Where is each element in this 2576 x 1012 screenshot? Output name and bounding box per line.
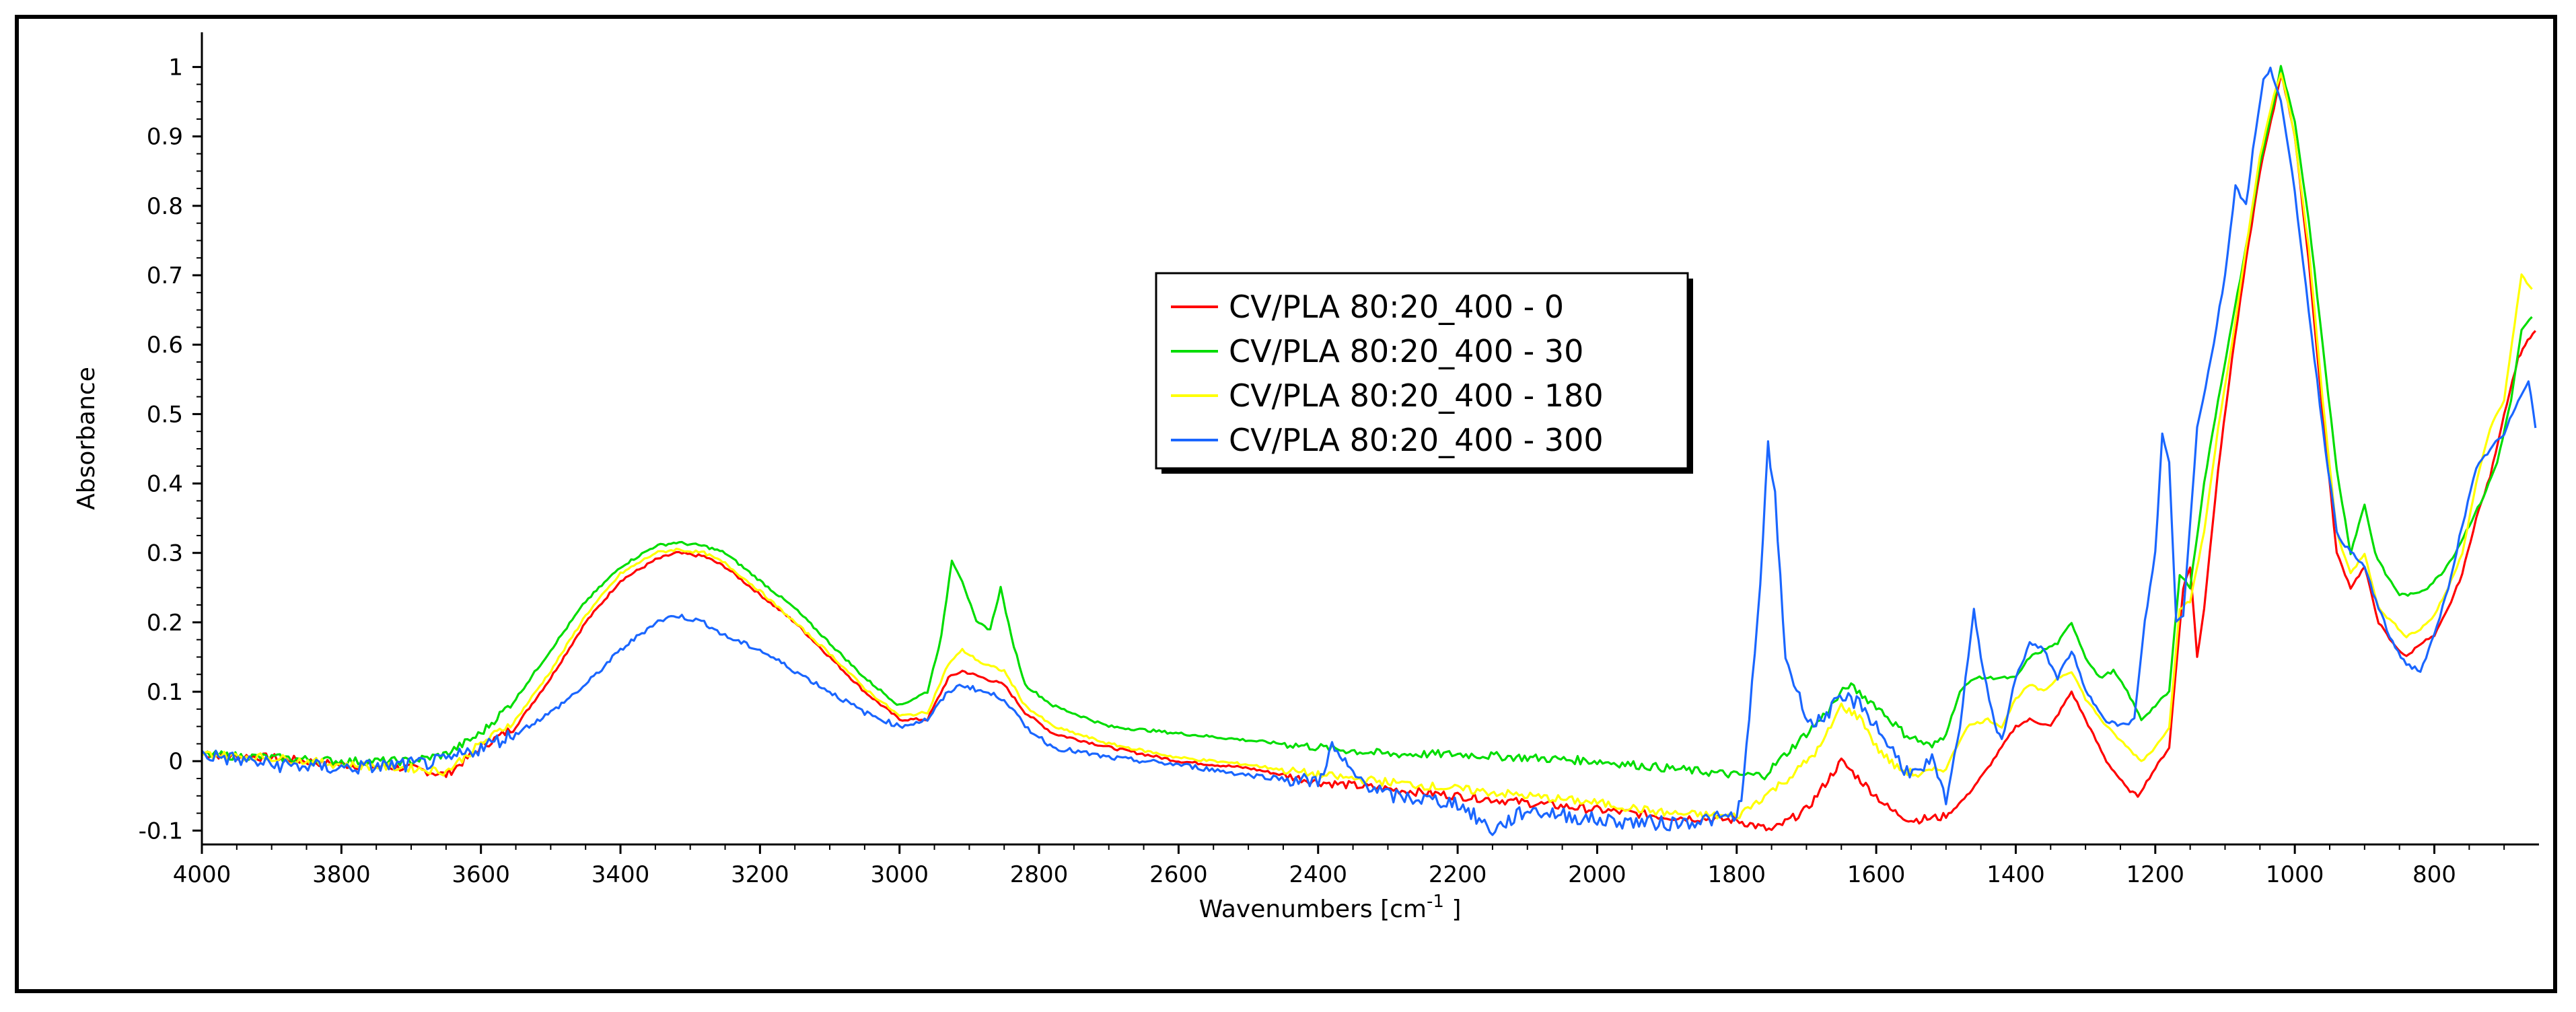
spectrum-chart: 4000 3800 3600 3400 3200 3000 2800 2600 2400 2200… [73,32,2539,923]
x-tick-label: 2600 [1149,861,1208,888]
x-tick-label: 2400 [1289,861,1347,888]
x-axis-title-suffix: ] [1444,896,1462,923]
x-tick-label: 4000 [173,861,231,888]
x-tick-label: 1000 [2266,861,2324,888]
y-tick-label: 0 [168,748,183,775]
y-tick-label: 0.5 [147,401,183,428]
x-tick-label: 3200 [731,861,789,888]
y-tick-label: 1 [168,55,183,81]
x-tick-label: 2000 [1568,861,1626,888]
legend-box [1155,272,1689,470]
y-tick-label: -0.1 [139,818,183,844]
axes-layer: 4000 3800 3600 3400 3200 3000 2800 2600 2400 2200… [139,32,2539,888]
y-tick-label: 0.2 [147,610,183,637]
x-tick-label: 3400 [592,861,650,888]
x-tick-label: 1600 [1847,861,1906,888]
y-tick-label: 0.1 [147,679,183,706]
x-tick-label: 2800 [1010,861,1069,888]
y-tick-label: 0.7 [147,262,183,289]
series-layer [201,65,2537,836]
x-tick-label: 1200 [2126,861,2185,888]
legend-label-2: CV/PLA 80:20_400 - 30 [1229,333,1583,369]
x-tick-label: 800 [2412,861,2456,888]
y-axis-title: Absorbance [73,367,100,510]
series-line-4 [201,67,2537,836]
x-axis-title: Wavenumbers [cm-1 ] [1199,892,1462,923]
x-axis-title-sup: -1 [1427,892,1444,912]
chart-frame: 4000 3800 3600 3400 3200 3000 2800 2600 2400 2200… [15,15,2557,993]
y-tick-label: 0.3 [147,540,183,567]
legend-label-3: CV/PLA 80:20_400 - 180 [1229,377,1604,414]
legend-label-1: CV/PLA 80:20_400 - 0 [1229,289,1564,325]
x-tick-label: 1800 [1708,861,1766,888]
y-tick-label: 0.6 [147,332,183,359]
x-axis-title-main: Wavenumbers [cm [1199,896,1427,923]
x-tick-label: 2200 [1429,861,1487,888]
x-tick-label: 3800 [312,861,371,888]
y-tick-label: 0.8 [147,193,183,220]
x-tick-label: 1400 [1987,861,2045,888]
y-tick-label: 0.4 [147,471,183,498]
y-tick-label: 0.9 [147,124,183,151]
series-line-2 [201,65,2533,781]
legend-label-4: CV/PLA 80:20_400 - 300 [1229,422,1604,458]
x-tick-label: 3600 [452,861,510,888]
legend: CV/PLA 80:20_400 - 0 CV/PLA 80:20_400 - 3… [1155,272,1693,474]
series-line-1 [201,73,2536,832]
x-tick-label: 3000 [870,861,929,888]
